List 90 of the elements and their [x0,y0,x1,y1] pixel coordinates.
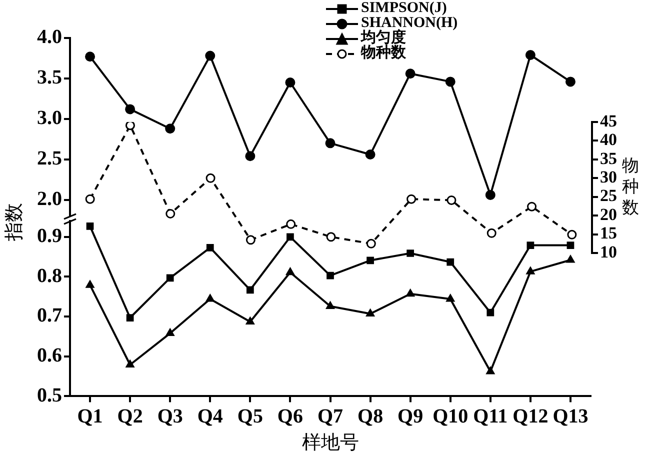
point [85,194,95,204]
point [165,124,176,134]
x-tick-label: Q3 [157,405,183,428]
point [206,173,216,183]
point [325,138,336,148]
point [86,222,94,230]
point [526,266,535,274]
y-tick-label: 2.0 [37,188,62,210]
point [445,76,456,87]
y-tick-label: 0.7 [37,304,62,327]
y-tick-label: 2.5 [37,148,62,170]
point [206,294,215,302]
point [126,360,134,368]
legend-label: SHANNON(H) [361,15,458,31]
point [446,258,454,266]
y-tick-label: 35 [600,148,617,168]
y-axis-title: 物种数 [622,156,639,219]
x-tick-label: Q6 [277,405,303,428]
point [405,68,416,79]
y-tick-label: 4.0 [37,26,62,48]
y-tick-label: 30 [600,168,617,187]
point [285,78,296,88]
point [166,208,176,218]
point [486,308,494,316]
point [446,294,455,302]
x-tick-label: Q1 [77,405,103,428]
point [286,267,295,276]
x-tick-label: Q7 [317,405,344,428]
point [566,242,574,249]
point [526,242,534,249]
legend-label: SIMPSON(J) [361,0,447,16]
x-tick-label: Q10 [432,405,468,428]
y-tick-label: 0.8 [37,264,62,287]
point [246,235,256,245]
point [565,76,576,87]
y-tick-label: 0.9 [37,225,62,248]
point [126,314,134,322]
y-tick-label: 45 [600,111,617,130]
y-tick-label: 25 [600,186,617,206]
point [286,219,296,229]
point [326,232,336,242]
point [485,190,496,200]
x-tick-label: Q11 [473,405,508,428]
point [326,301,335,309]
x-tick-label: Q12 [512,405,548,428]
point [406,194,416,204]
y-tick-label: 10 [600,242,617,262]
point [525,50,536,60]
point [125,104,136,114]
point [406,288,415,297]
y-tick-label: 20 [600,204,617,224]
x-tick-label: Q4 [197,405,223,428]
point [286,233,294,241]
point [446,195,456,205]
x-tick-label: Q5 [237,405,263,428]
point [246,286,254,294]
y-tick-label: 0.5 [37,384,62,406]
x-tick-label: Q2 [117,405,143,428]
point [567,230,577,240]
point [86,280,94,288]
point [205,50,216,61]
point [365,150,376,160]
point [527,202,537,212]
y-tick-label: 3.5 [37,66,62,89]
x-tick-label: Q13 [552,405,588,428]
y-tick-label: 0.6 [37,344,62,367]
point [125,122,135,130]
point [246,316,255,324]
point [245,151,256,162]
point [566,255,575,263]
x-tick-label: Q9 [398,405,424,428]
point [326,272,334,280]
point [406,250,414,257]
y-tick-label: 3.0 [37,107,62,130]
point [366,238,376,248]
y-axis-title: 指数 [2,203,26,241]
point [486,366,495,374]
x-tick-label: Q8 [358,405,384,428]
point [366,256,374,264]
point [166,274,174,282]
point [166,328,174,336]
x-axis-title: 样地号 [302,432,359,454]
y-tick-label: 40 [600,130,617,150]
point [206,244,214,252]
point [85,52,96,62]
legend-label: 均匀度 [361,30,406,46]
legend-label: 物种数 [361,45,406,61]
point [366,308,375,317]
point [486,228,496,238]
y-tick-label: 15 [600,224,617,243]
